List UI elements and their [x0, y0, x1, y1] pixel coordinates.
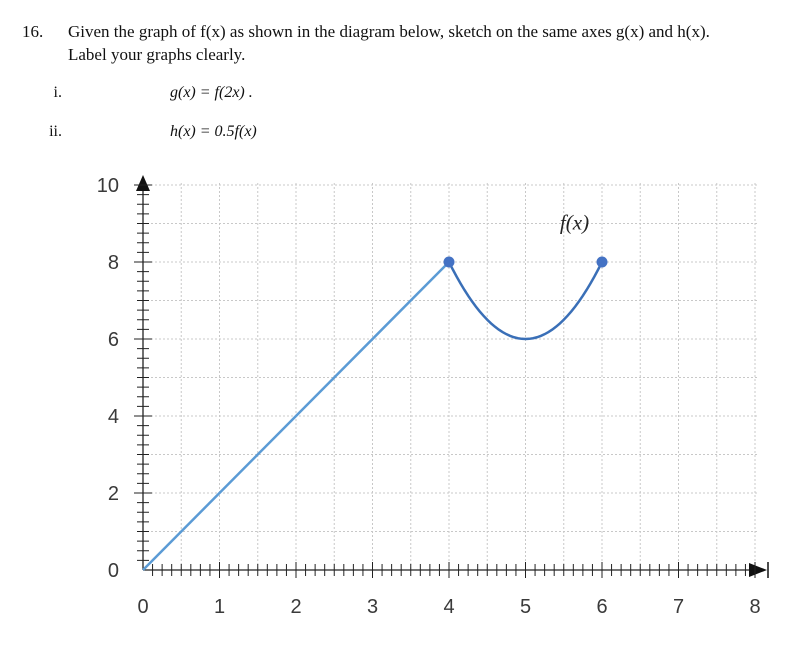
part-i-label: i. — [53, 84, 62, 101]
f-linear-segment — [142, 261, 450, 571]
x-tick-label: 8 — [749, 596, 760, 618]
part-ii-expression: h(x) = 0.5f(x) — [170, 123, 257, 140]
y-tick-label: 6 — [108, 329, 119, 351]
y-tick-label: 0 — [108, 560, 119, 582]
x-tick-label: 0 — [137, 596, 148, 618]
x-tick-label: 2 — [290, 596, 301, 618]
y-tick-label: 2 — [108, 483, 119, 505]
question-number: 16. — [22, 22, 44, 41]
f-parabola-segment — [447, 261, 604, 341]
x-tick-label: 1 — [214, 596, 225, 618]
f-endpoint-dot — [443, 256, 455, 268]
question-text: Given the graph of f(x) as shown in the … — [68, 20, 778, 66]
f-endpoint-dot — [596, 256, 608, 268]
x-axis-arrow — [749, 563, 767, 577]
y-tick-label: 8 — [108, 252, 119, 274]
y-tick-label: 4 — [108, 406, 119, 428]
x-tick-label: 6 — [596, 596, 607, 618]
x-tick-label: 5 — [520, 596, 531, 618]
question-line-2: Label your graphs clearly. — [68, 45, 246, 64]
y-tick-label: 10 — [97, 175, 119, 197]
x-tick-label: 3 — [367, 596, 378, 618]
x-tick-label: 4 — [443, 596, 454, 618]
part-i-expression: g(x) = f(2x) . — [170, 84, 253, 101]
question-line-1: Given the graph of f(x) as shown in the … — [68, 22, 710, 41]
part-ii-label: ii. — [49, 123, 62, 140]
y-axis-arrow — [136, 175, 150, 191]
x-tick-label: 7 — [673, 596, 684, 618]
f-curve-label: f(x) — [560, 210, 589, 234]
